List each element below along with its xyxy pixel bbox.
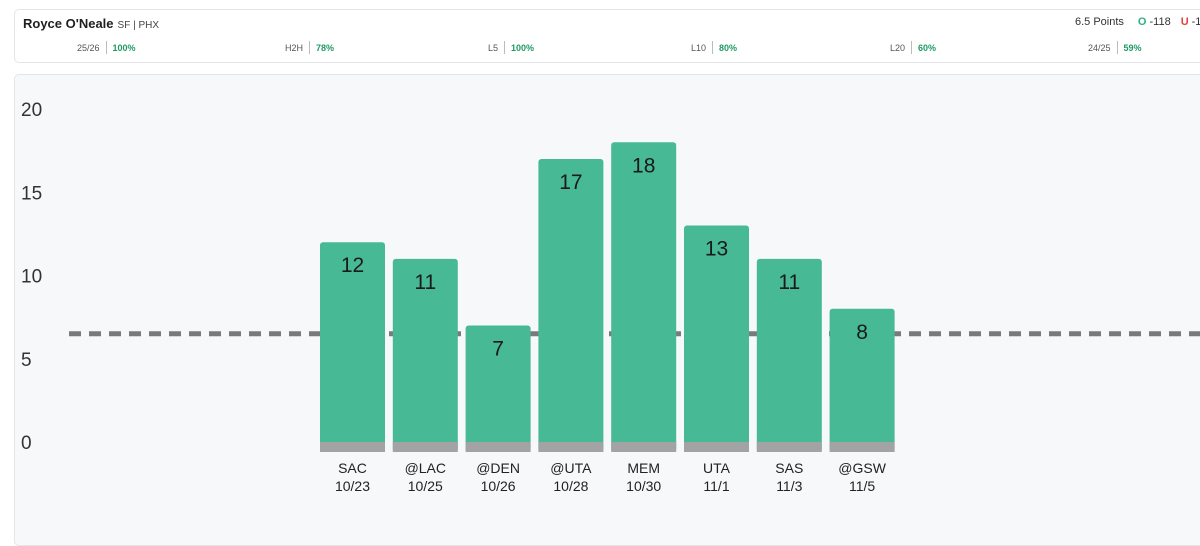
bar[interactable] — [465, 325, 531, 452]
bar-value-label: 13 — [705, 238, 728, 261]
bar-base — [538, 442, 604, 452]
stat-l20[interactable]: L20 60% — [890, 41, 936, 54]
x-tick-opponent: @DEN — [476, 460, 520, 476]
stat-label: H2H — [285, 42, 304, 53]
bar[interactable] — [611, 142, 677, 453]
bar[interactable] — [320, 242, 385, 452]
x-tick-opponent: @LAC — [405, 460, 446, 476]
bar-base — [756, 442, 822, 452]
x-tick-opponent: MEM — [627, 460, 660, 476]
stat-label: L20 — [890, 42, 906, 53]
stat-label: 24/25 — [1088, 42, 1111, 53]
x-tick-date: 11/5 — [849, 478, 875, 494]
bar[interactable] — [392, 258, 458, 452]
x-tick-date: 10/23 — [335, 478, 370, 494]
game-log-bar-chart: 0 5 10 15 20 12 SAC 10/23 11 @LAC 10/25 7 @DEN 10/26 1… — [21, 100, 1200, 494]
player-info: Royce O'Neale SF | PHX — [23, 16, 159, 32]
under-odds[interactable]: -112 — [1191, 16, 1200, 28]
stat-value: 100% — [511, 42, 535, 53]
prop-line-label: 6.5 Points — [1075, 16, 1124, 28]
bar-base — [465, 442, 531, 452]
player-name: Royce O'Neale — [23, 16, 114, 31]
y-tick-label: 10 — [21, 267, 42, 288]
stat-label: L10 — [691, 42, 707, 53]
stat-h2h[interactable]: H2H 78% — [285, 41, 334, 54]
x-tick-opponent: @GSW — [838, 460, 886, 476]
player-position-team: SF | PHX — [117, 20, 160, 31]
x-tick-date: 10/26 — [481, 478, 516, 494]
bar-base — [392, 442, 458, 452]
stat-divider — [1116, 41, 1118, 54]
bar-value-label: 11 — [414, 271, 436, 294]
bar[interactable] — [756, 258, 822, 452]
y-tick-label: 5 — [21, 350, 32, 371]
x-tick-opponent: UTA — [703, 460, 731, 476]
x-tick-date: 10/28 — [553, 478, 588, 494]
stat-divider — [911, 41, 913, 54]
bar-base — [611, 442, 677, 452]
over-odds[interactable]: -118 — [1149, 16, 1171, 28]
bar-value-label: 8 — [856, 321, 868, 344]
y-tick-label: 20 — [21, 100, 42, 121]
bar[interactable] — [684, 225, 749, 452]
x-tick-date: 10/30 — [626, 478, 661, 494]
bar-value-label: 18 — [632, 154, 655, 177]
stat-label: L5 — [488, 42, 499, 53]
stat-l5[interactable]: L5 100% — [488, 41, 534, 54]
y-tick-label: 15 — [21, 183, 42, 204]
stat-value: 78% — [316, 42, 335, 53]
bar[interactable] — [538, 158, 604, 452]
stat-value: 60% — [918, 42, 937, 53]
stat-divider — [712, 41, 714, 54]
bar-value-label: 7 — [492, 337, 504, 360]
under-tag[interactable]: U — [1180, 16, 1189, 28]
bar-value-label: 12 — [341, 254, 364, 277]
stat-label: 25/26 — [77, 42, 100, 53]
x-tick-opponent: SAS — [775, 460, 803, 476]
x-tick-date: 11/3 — [776, 478, 802, 494]
bar-value-label: 17 — [559, 171, 582, 194]
stat-value: 100% — [112, 42, 136, 53]
bar-base — [829, 442, 895, 452]
stat-divider — [105, 41, 107, 54]
stat-value: 59% — [1123, 42, 1142, 53]
bar-base — [684, 442, 749, 452]
over-tag[interactable]: O — [1137, 16, 1147, 28]
bar[interactable] — [829, 308, 895, 452]
game-log-chart-card: 0 5 10 15 20 12 SAC 10/23 11 @LAC 10/25 7 @DEN 10/26 1… — [14, 74, 1200, 546]
stat-l10[interactable]: L10 80% — [691, 41, 737, 54]
bar-base — [320, 442, 385, 452]
x-tick-date: 11/1 — [703, 478, 729, 494]
stat-divider — [309, 41, 311, 54]
stat-value: 80% — [719, 42, 738, 53]
stat-divider — [504, 41, 506, 54]
x-tick-date: 10/25 — [408, 478, 443, 494]
hit-rate-row: 25/26 100% H2H 78% L5 100% L10 80% L20 60% 24… — [15, 41, 1200, 55]
stat-last-season[interactable]: 24/25 59% — [1088, 41, 1142, 54]
x-tick-opponent: SAC — [338, 460, 367, 476]
stat-season[interactable]: 25/26 100% — [77, 41, 136, 54]
player-prop-header: Royce O'Neale SF | PHX 6.5 Points O -118… — [14, 9, 1200, 63]
prop-line: 6.5 Points O -118 U -112 — [1075, 16, 1200, 28]
y-tick-label: 0 — [21, 433, 32, 454]
bar-value-label: 11 — [778, 271, 800, 294]
x-tick-opponent: @UTA — [550, 460, 592, 476]
